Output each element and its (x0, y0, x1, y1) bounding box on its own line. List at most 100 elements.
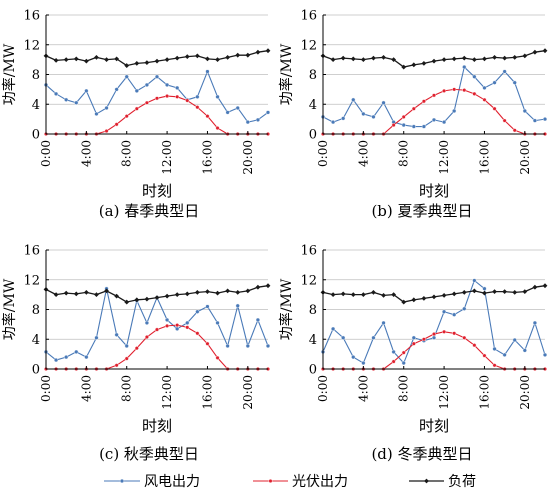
wind-power-point (371, 335, 376, 340)
load-point (512, 54, 518, 60)
load-point (421, 295, 427, 301)
wind-power-point (84, 355, 89, 360)
pv-power-point (462, 88, 467, 93)
y-tick-label: 16 (300, 9, 317, 24)
wind-power-point (74, 349, 79, 354)
legend-load-marker (424, 478, 429, 484)
chart-panel-3: 0 4 8 12 16 0:00 4:00 8:00 12:00 16:00 20:00 功率/MW 时… (1, 244, 271, 463)
pv-power-point (134, 346, 139, 351)
y-tick-label: 12 (300, 38, 317, 53)
wind-power-point (195, 309, 200, 314)
wind-power-point (502, 352, 507, 357)
load-point (340, 55, 346, 61)
pv-power-point (492, 106, 497, 111)
wind-power-point (441, 119, 447, 125)
panel-caption: (d) 冬季典型日 (371, 445, 472, 463)
load-point (83, 58, 89, 64)
x-tick-label: 8:00 (397, 375, 411, 402)
pv-power-point (175, 94, 180, 99)
wind-power-point (265, 110, 271, 115)
load-point (381, 54, 386, 60)
wind-power-point (94, 335, 99, 340)
load-point (194, 53, 200, 59)
y-tick-label: 0 (309, 128, 317, 143)
y-tick-label: 8 (32, 303, 40, 318)
load-point (164, 57, 170, 63)
wind-power-point (330, 326, 336, 331)
load-point (492, 289, 497, 295)
y-tick-label: 0 (309, 363, 317, 378)
load-point (154, 58, 160, 64)
wind-power-point (502, 69, 507, 74)
load-point (401, 299, 407, 305)
y-tick-label: 4 (32, 98, 40, 113)
pv-power-point (104, 129, 109, 134)
wind-power-point (53, 357, 59, 363)
pv-power-point (442, 329, 447, 334)
wind-power-point (532, 320, 538, 325)
wind-power-point (462, 306, 467, 311)
load-point (482, 56, 487, 62)
pv-power-point (215, 355, 220, 360)
load-point (154, 295, 160, 300)
wind-power-point (94, 111, 99, 117)
wind-power-point (255, 117, 261, 122)
pv-power-point (432, 332, 437, 337)
pv-power-point (391, 123, 396, 128)
load-point (174, 55, 180, 61)
wind-power-point (205, 304, 210, 309)
wind-power-point (482, 85, 487, 90)
load-point (340, 291, 346, 297)
load-point (63, 290, 69, 296)
pv-power-point (124, 114, 129, 119)
y-tick-label: 8 (32, 68, 40, 83)
wind-power-point (114, 332, 119, 337)
load-point (174, 292, 180, 298)
wind-power-point (74, 100, 79, 105)
load-point (360, 292, 366, 298)
wind-power-point (361, 111, 366, 117)
wind-power-point (235, 105, 240, 111)
load-point (225, 54, 231, 60)
chart-panel-4: 0 4 8 12 16 0:00 4:00 8:00 12:00 16:00 20:00 功率/MW 时… (278, 244, 548, 463)
x-tick-label: 20:00 (518, 140, 532, 175)
y-tick-label: 12 (23, 273, 40, 288)
x-axis-title: 时刻 (142, 182, 172, 200)
x-tick-label: 4:00 (79, 375, 93, 402)
load-point (53, 57, 59, 63)
pv-power-point (512, 128, 517, 133)
pv-power-point (144, 100, 149, 105)
x-tick-label: 12:00 (160, 140, 174, 175)
x-tick-label: 0:00 (39, 140, 53, 167)
wind-power-point (245, 343, 250, 349)
y-axis-title: 功率/MW (278, 278, 295, 340)
wind-power-point (154, 74, 160, 79)
load-point (184, 54, 190, 60)
load-point (451, 291, 457, 297)
load-point (114, 56, 120, 62)
wind-power-point (381, 320, 386, 325)
x-tick-label: 8:00 (120, 375, 134, 402)
wind-power-point (411, 335, 416, 340)
legend-load-label: 负荷 (448, 474, 476, 490)
load-point (542, 283, 548, 289)
load-point (83, 289, 89, 295)
wind-power-point (452, 108, 457, 114)
pv-power-point (134, 106, 139, 111)
y-tick-label: 12 (23, 38, 40, 53)
pv-power-point (205, 341, 210, 346)
pv-power-point (195, 105, 200, 110)
pv-power-point (195, 331, 200, 336)
y-tick-label: 8 (309, 68, 317, 83)
panel-caption: (b) 夏季典型日 (371, 202, 472, 220)
wind-power-point (351, 97, 356, 102)
wind-power-point (341, 335, 346, 340)
load-point (194, 289, 200, 295)
load-point (411, 297, 417, 303)
load-point (124, 299, 130, 305)
wind-power-line (322, 279, 546, 364)
wind-power-point (401, 360, 406, 366)
panels: 0 4 8 12 16 0:00 4:00 8:00 12:00 16:00 20:00 功率/MW 时… (1, 9, 548, 463)
load-point (421, 60, 427, 66)
